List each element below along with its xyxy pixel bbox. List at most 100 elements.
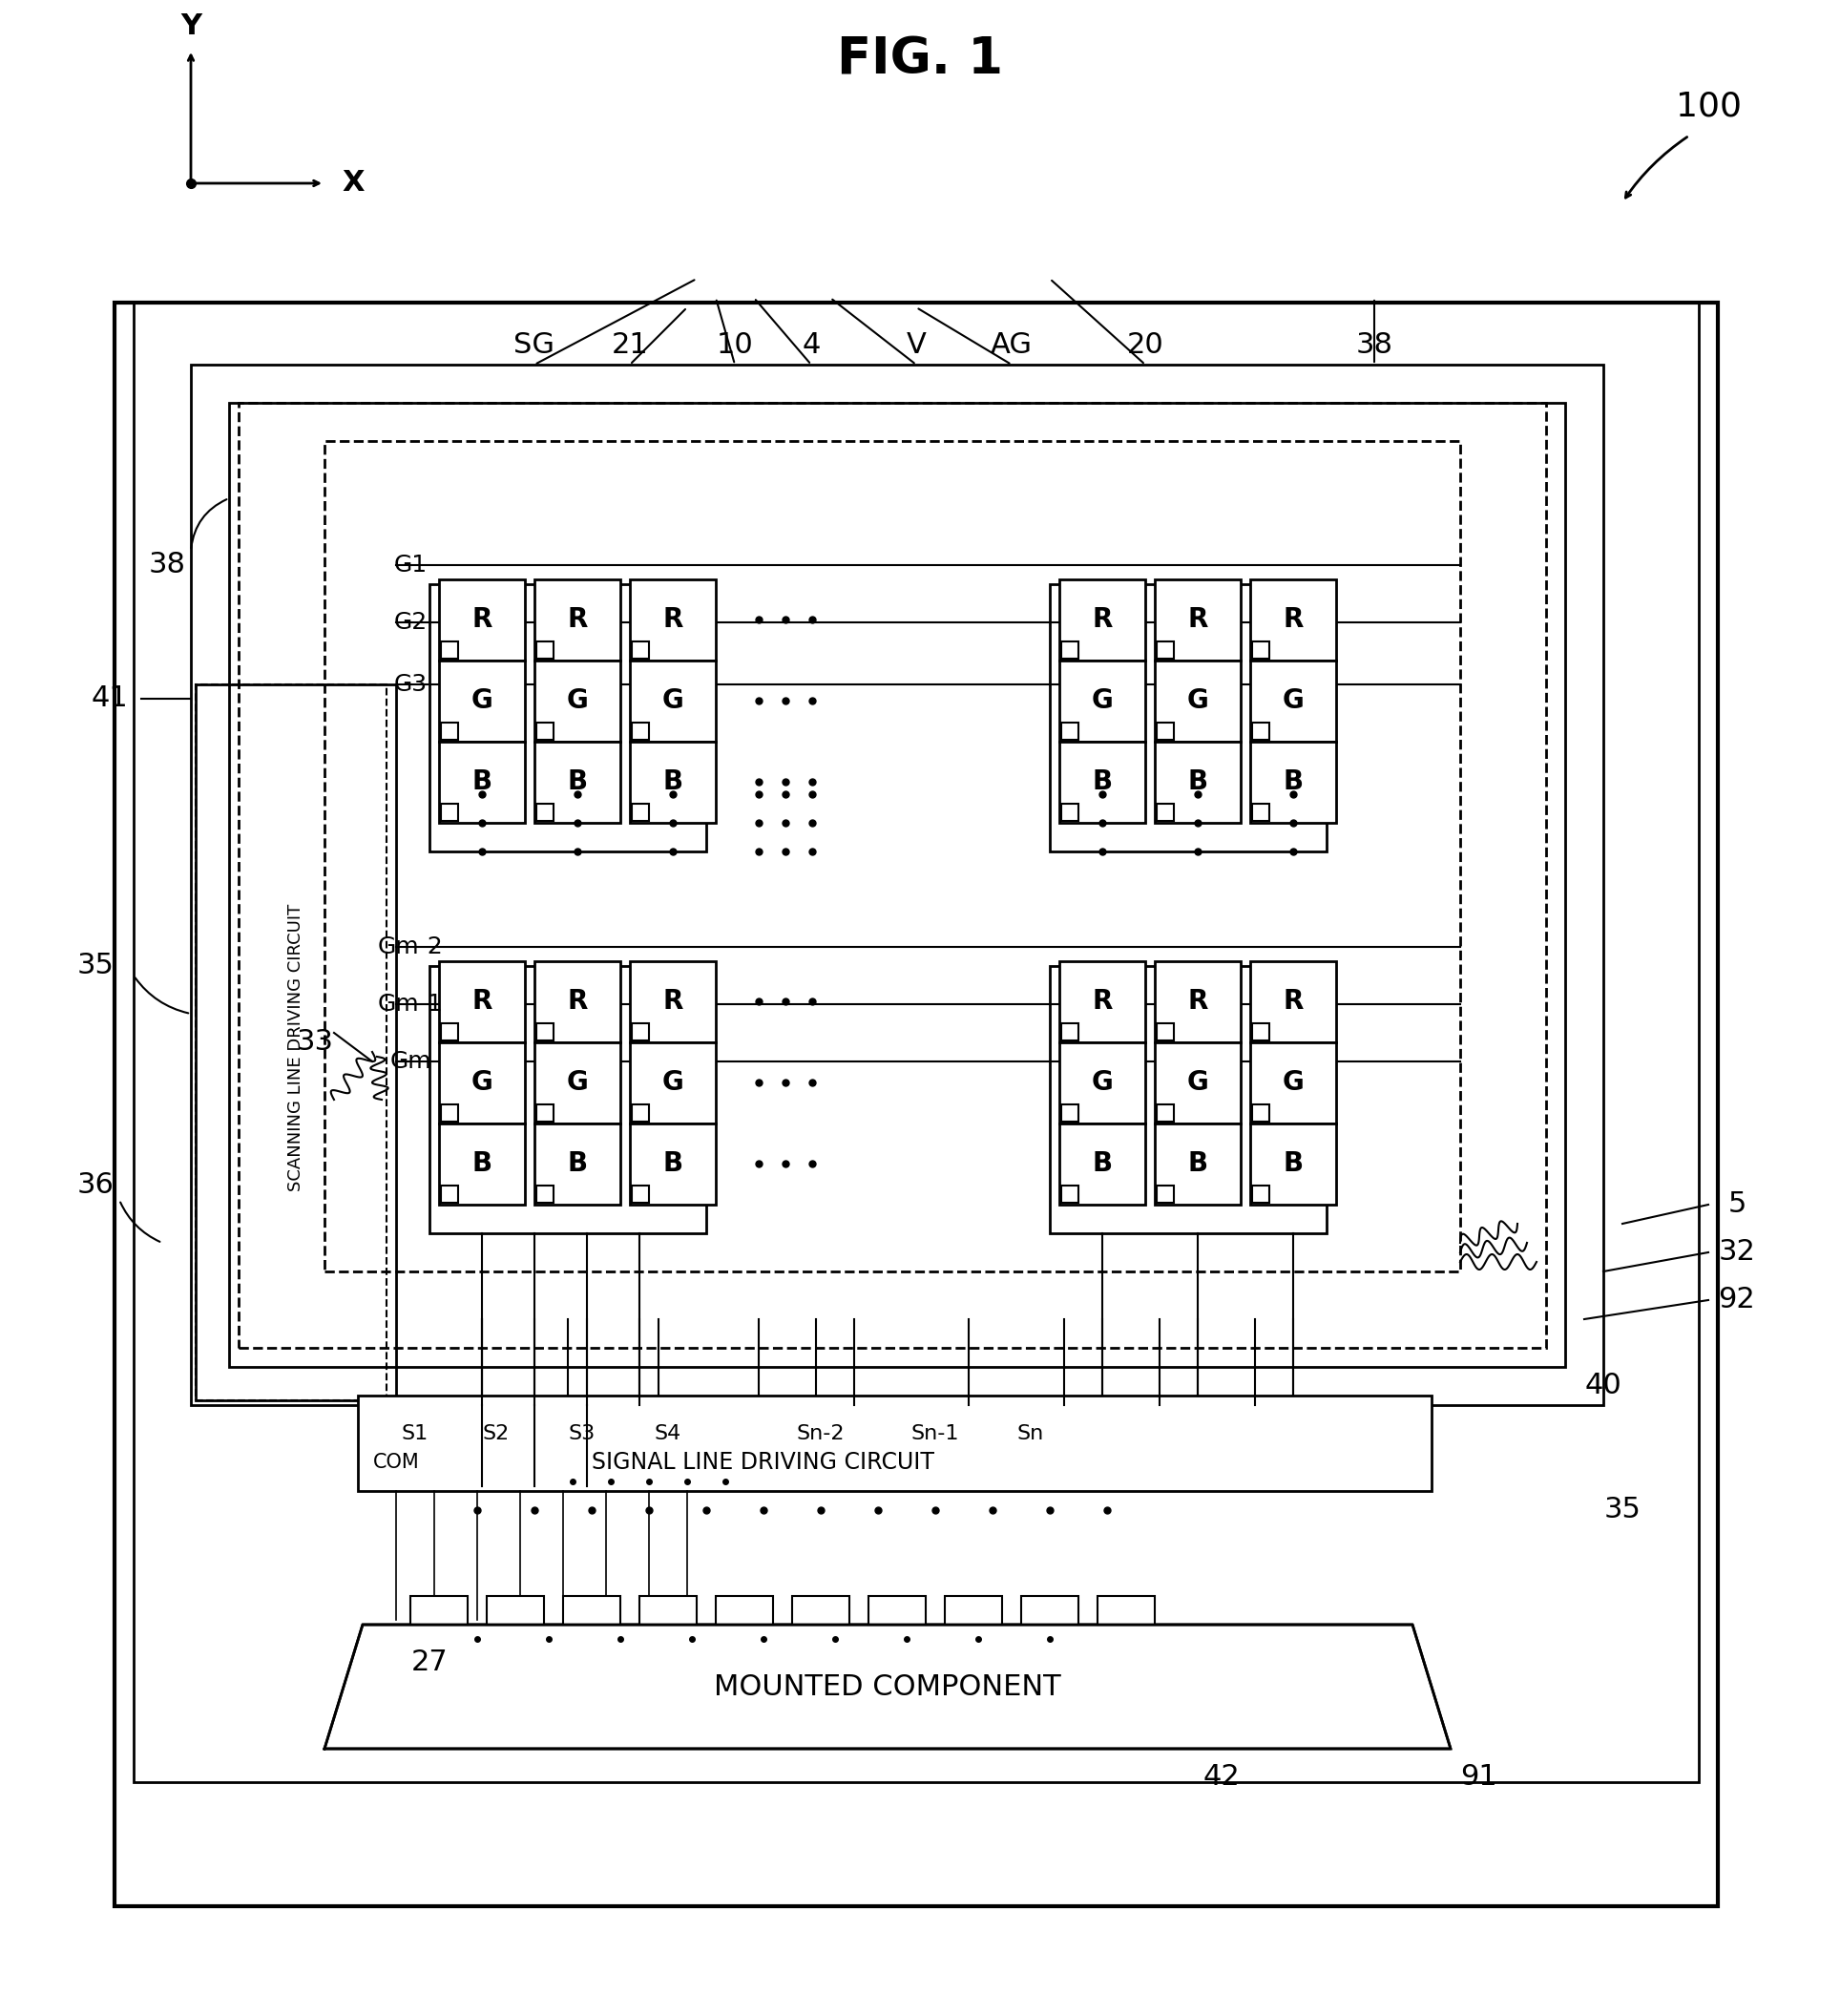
Text: SCANNING LINE DRIVING CIRCUIT: SCANNING LINE DRIVING CIRCUIT	[287, 903, 304, 1191]
Bar	[1251, 1105, 1270, 1121]
Text: G: G	[471, 687, 493, 714]
Bar	[440, 661, 524, 742]
Text: 42: 42	[1203, 1764, 1240, 1790]
Text: Gm-2: Gm-2	[377, 935, 443, 958]
Bar	[631, 641, 650, 659]
Text: G: G	[662, 687, 684, 714]
Bar	[195, 683, 396, 1401]
Bar	[563, 1597, 620, 1625]
Bar	[440, 1123, 524, 1206]
Text: Sn-2: Sn-2	[797, 1423, 845, 1443]
Bar	[1249, 1042, 1336, 1123]
Text: R: R	[1187, 607, 1207, 633]
Bar	[868, 1597, 926, 1625]
Bar	[1157, 641, 1174, 659]
Bar	[442, 722, 458, 740]
Text: 20: 20	[1126, 333, 1163, 359]
Text: R: R	[662, 988, 683, 1014]
Text: 35: 35	[77, 952, 114, 980]
Bar	[1156, 742, 1240, 823]
Bar	[534, 579, 620, 661]
Bar	[1157, 1185, 1174, 1204]
Text: 100: 100	[1676, 91, 1741, 123]
Polygon shape	[324, 1625, 1450, 1748]
Text: G3: G3	[394, 673, 427, 696]
Bar	[1156, 1123, 1240, 1206]
Bar	[629, 962, 716, 1042]
Bar	[944, 1597, 1003, 1625]
Text: G: G	[1282, 1068, 1305, 1097]
Text: G: G	[1091, 1068, 1113, 1097]
Bar	[488, 1597, 545, 1625]
Text: 35: 35	[1604, 1496, 1641, 1524]
Bar	[535, 722, 554, 740]
Text: 33: 33	[296, 1028, 333, 1056]
Text: G: G	[471, 1068, 493, 1097]
Text: V: V	[907, 333, 926, 359]
Bar	[410, 1597, 467, 1625]
Bar	[1157, 1105, 1174, 1121]
Text: B: B	[662, 1151, 683, 1177]
Bar	[1060, 742, 1144, 823]
Text: G: G	[1187, 687, 1209, 714]
Text: R: R	[567, 607, 587, 633]
Bar	[716, 1597, 773, 1625]
Text: B: B	[471, 768, 491, 794]
Text: G: G	[662, 1068, 684, 1097]
Text: S2: S2	[482, 1423, 510, 1443]
Bar	[1156, 962, 1240, 1042]
Bar	[1249, 742, 1336, 823]
Bar	[1060, 1042, 1144, 1123]
Bar	[1157, 804, 1174, 821]
Text: Y: Y	[180, 12, 201, 40]
Text: SIGNAL LINE DRIVING CIRCUIT: SIGNAL LINE DRIVING CIRCUIT	[592, 1452, 935, 1474]
Bar	[1157, 1024, 1174, 1040]
Bar	[324, 442, 1461, 1272]
Bar	[440, 742, 524, 823]
Text: SG: SG	[513, 333, 556, 359]
Text: Gm: Gm	[390, 1050, 431, 1073]
Text: R: R	[1282, 988, 1303, 1014]
Text: 38: 38	[149, 550, 186, 579]
Bar	[429, 585, 707, 851]
Bar	[1060, 962, 1144, 1042]
Text: 5: 5	[1728, 1191, 1746, 1218]
Bar	[629, 1123, 716, 1206]
Bar	[534, 1123, 620, 1206]
Bar	[1156, 1042, 1240, 1123]
Text: B: B	[567, 768, 587, 794]
Text: R: R	[1187, 988, 1207, 1014]
Bar	[640, 1597, 697, 1625]
Text: G: G	[567, 1068, 589, 1097]
Bar	[1251, 641, 1270, 659]
Text: B: B	[471, 1151, 491, 1177]
Bar	[239, 403, 1546, 1349]
Bar	[440, 1042, 524, 1123]
Bar	[1060, 1123, 1144, 1206]
Text: 41: 41	[92, 685, 129, 712]
Bar	[442, 1105, 458, 1121]
Bar	[1062, 804, 1078, 821]
Text: R: R	[662, 607, 683, 633]
Text: S4: S4	[655, 1423, 681, 1443]
Bar	[1021, 1597, 1078, 1625]
Bar	[1251, 804, 1270, 821]
Bar	[631, 804, 650, 821]
Bar	[631, 1185, 650, 1204]
Bar	[1249, 579, 1336, 661]
Bar	[440, 962, 524, 1042]
Text: Sn: Sn	[1018, 1423, 1043, 1443]
Text: B: B	[1187, 1151, 1207, 1177]
Text: G2: G2	[394, 611, 427, 633]
Text: 38: 38	[1356, 333, 1393, 359]
Text: R: R	[567, 988, 587, 1014]
Bar	[1062, 722, 1078, 740]
Text: G: G	[567, 687, 589, 714]
Text: 92: 92	[1719, 1286, 1755, 1314]
Text: 40: 40	[1584, 1373, 1621, 1399]
Bar	[534, 1042, 620, 1123]
Bar	[535, 1105, 554, 1121]
Bar	[535, 1024, 554, 1040]
Text: B: B	[1187, 768, 1207, 794]
Text: B: B	[1282, 1151, 1303, 1177]
